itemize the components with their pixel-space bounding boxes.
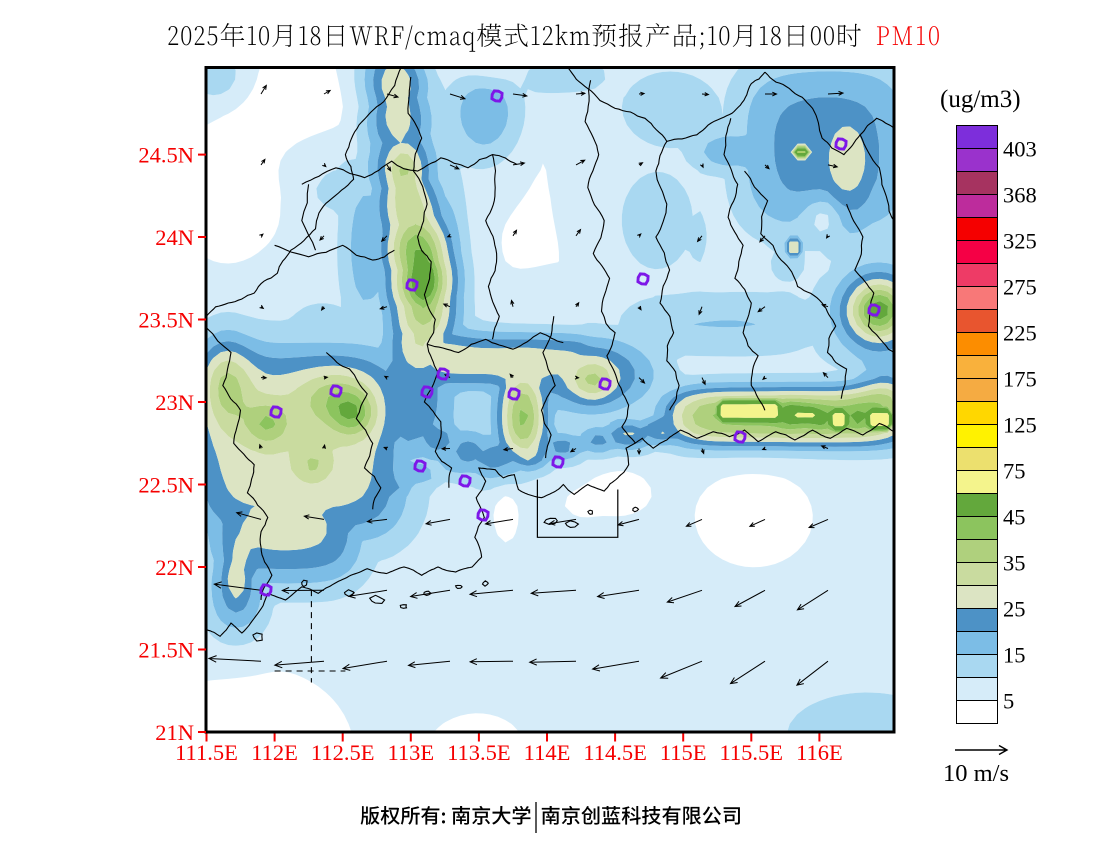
svg-text:275: 275 bbox=[1003, 275, 1037, 300]
svg-text:112E: 112E bbox=[251, 740, 298, 765]
svg-text:24.5N: 24.5N bbox=[138, 143, 194, 168]
svg-text:25: 25 bbox=[1003, 597, 1026, 622]
svg-text:10 m/s: 10 m/s bbox=[943, 760, 1009, 787]
svg-text:113E: 113E bbox=[387, 740, 434, 765]
svg-text:21N: 21N bbox=[155, 720, 194, 745]
svg-text:113.5E: 113.5E bbox=[447, 740, 511, 765]
svg-text:22.5N: 22.5N bbox=[138, 473, 194, 498]
svg-text:111.5E: 111.5E bbox=[175, 740, 238, 765]
svg-text:21.5N: 21.5N bbox=[138, 638, 194, 663]
svg-text:125: 125 bbox=[1003, 413, 1037, 438]
svg-text:116E: 116E bbox=[796, 740, 843, 765]
svg-text:175: 175 bbox=[1003, 367, 1037, 392]
svg-text:225: 225 bbox=[1003, 321, 1037, 346]
svg-text:22N: 22N bbox=[155, 555, 194, 580]
svg-text:15: 15 bbox=[1003, 643, 1026, 668]
svg-text:75: 75 bbox=[1003, 459, 1026, 484]
svg-text:115.5E: 115.5E bbox=[720, 740, 784, 765]
svg-text:112.5E: 112.5E bbox=[311, 740, 375, 765]
svg-text:114E: 114E bbox=[524, 740, 571, 765]
svg-text:23.5N: 23.5N bbox=[138, 308, 194, 333]
svg-text:45: 45 bbox=[1003, 505, 1026, 530]
svg-text:368: 368 bbox=[1003, 183, 1037, 208]
svg-text:114.5E: 114.5E bbox=[583, 740, 647, 765]
svg-text:(ug/m3): (ug/m3) bbox=[940, 86, 1021, 113]
svg-text:403: 403 bbox=[1003, 137, 1037, 162]
svg-text:115E: 115E bbox=[660, 740, 707, 765]
svg-text:23N: 23N bbox=[155, 390, 194, 415]
svg-text:35: 35 bbox=[1003, 551, 1026, 576]
svg-text:325: 325 bbox=[1003, 229, 1037, 254]
svg-text:24N: 24N bbox=[155, 225, 194, 250]
svg-text:5: 5 bbox=[1003, 689, 1014, 714]
